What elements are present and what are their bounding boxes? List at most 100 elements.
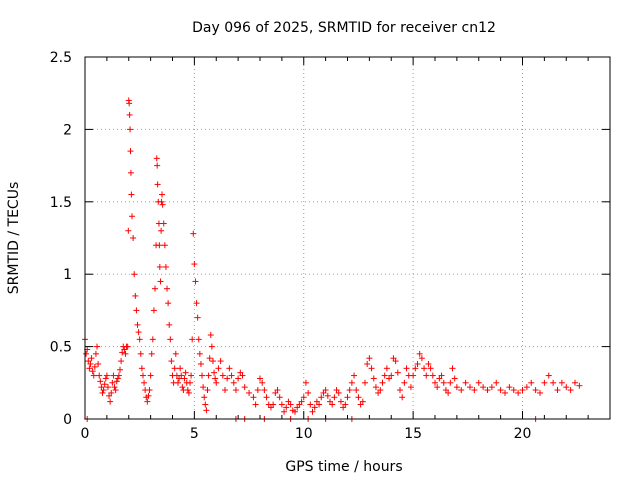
data-point (362, 379, 368, 386)
data-point (89, 368, 96, 375)
data-point (179, 384, 186, 391)
data-point (515, 389, 522, 396)
data-point (257, 375, 263, 382)
data-point (219, 372, 226, 379)
data-point (185, 389, 192, 396)
data-point (202, 401, 209, 408)
data-point (434, 384, 441, 391)
data-point (397, 387, 403, 394)
y-tick-label: 1 (63, 267, 72, 283)
data-point (311, 404, 318, 411)
data-point (154, 162, 161, 169)
data-point (91, 363, 98, 370)
data-point (416, 350, 423, 357)
data-point (203, 407, 210, 414)
data-point (316, 401, 323, 408)
data-point (447, 379, 454, 386)
data-point (261, 387, 268, 394)
data-point (137, 350, 144, 357)
data-point (181, 375, 188, 382)
data-point (127, 169, 134, 176)
data-point (172, 350, 179, 357)
data-point (138, 365, 145, 372)
data-point (95, 360, 102, 367)
data-point (127, 126, 134, 133)
data-point (359, 398, 366, 405)
data-point (114, 375, 121, 382)
data-point (467, 384, 473, 391)
data-point (241, 384, 248, 391)
data-point (146, 387, 153, 394)
data-point (117, 366, 123, 373)
data-point (199, 372, 206, 379)
data-point (126, 100, 133, 107)
data-point (493, 379, 500, 386)
data-point (159, 201, 166, 208)
data-point (122, 350, 129, 357)
data-point (208, 343, 215, 350)
data-point (124, 343, 131, 350)
data-point (254, 387, 261, 394)
data-point (115, 372, 122, 379)
data-point (171, 365, 178, 372)
data-point (99, 389, 106, 396)
y-tick-label: 2.5 (50, 50, 72, 66)
data-point (168, 358, 175, 365)
data-point (86, 365, 93, 372)
data-point (318, 394, 325, 401)
data-point (381, 372, 388, 379)
data-point (368, 365, 375, 372)
x-tick-label: 0 (81, 426, 90, 442)
data-point (87, 360, 94, 367)
data-point (377, 387, 384, 394)
data-point (150, 307, 157, 314)
data-point (344, 394, 351, 401)
data-point (129, 213, 136, 220)
data-point (192, 278, 199, 285)
data-point (215, 365, 222, 372)
data-point (127, 148, 134, 155)
data-point (92, 350, 99, 357)
data-point (432, 379, 438, 386)
data-point (558, 379, 565, 386)
y-tick-label: 2 (63, 122, 72, 138)
data-point (188, 372, 195, 379)
data-point (141, 379, 148, 386)
data-point (133, 307, 140, 314)
data-point (307, 401, 314, 408)
data-point (157, 278, 164, 285)
data-point (488, 384, 495, 391)
data-point (147, 372, 154, 379)
data-point (239, 372, 246, 379)
data-point (270, 401, 277, 408)
data-point (167, 336, 174, 343)
data-point (283, 404, 290, 411)
data-point (497, 387, 504, 394)
data-point (132, 292, 139, 299)
data-point (519, 387, 526, 394)
data-point (351, 372, 358, 379)
data-series (82, 97, 583, 422)
data-point (263, 394, 270, 401)
data-point (207, 332, 214, 339)
data-point (230, 379, 237, 386)
data-point (134, 321, 141, 328)
data-point (145, 392, 152, 399)
data-point (110, 372, 117, 379)
data-point (94, 343, 101, 350)
data-point (159, 191, 165, 198)
data-point (131, 271, 138, 278)
data-point (130, 235, 137, 241)
data-point (156, 263, 163, 270)
data-point (111, 384, 118, 391)
data-point (160, 220, 167, 227)
data-point (523, 384, 530, 391)
data-point (108, 389, 115, 396)
data-point (200, 384, 207, 391)
data-point (366, 355, 373, 362)
data-point (125, 227, 132, 234)
data-point (144, 398, 151, 405)
data-point (149, 336, 156, 343)
data-point (162, 263, 169, 270)
data-point (418, 355, 425, 362)
